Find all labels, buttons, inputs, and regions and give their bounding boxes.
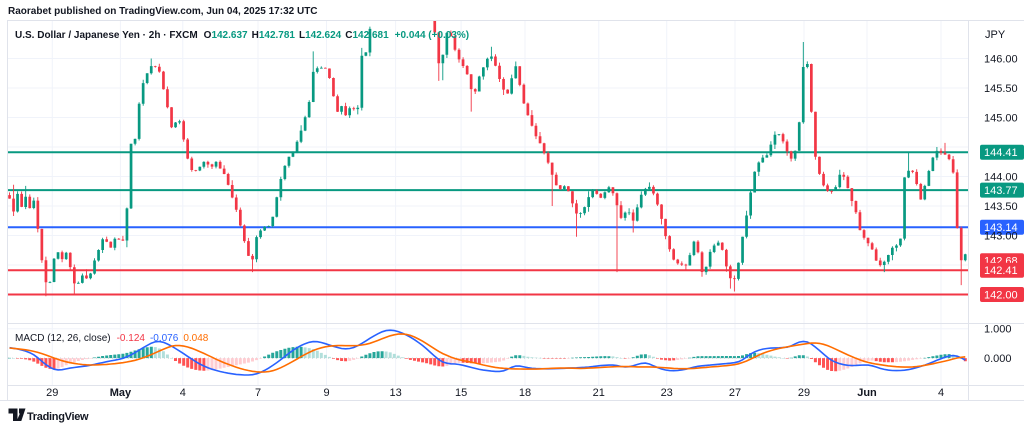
svg-text:15: 15 bbox=[455, 387, 467, 399]
svg-text:Raorabet published on TradingV: Raorabet published on TradingView.com, J… bbox=[8, 6, 318, 17]
svg-text:4: 4 bbox=[938, 387, 944, 399]
svg-text:142.41: 142.41 bbox=[984, 265, 1018, 277]
svg-text:0.000: 0.000 bbox=[984, 353, 1012, 365]
svg-text:143.14: 143.14 bbox=[984, 222, 1018, 234]
svg-text:143.50: 143.50 bbox=[984, 201, 1018, 213]
svg-text:29: 29 bbox=[798, 387, 810, 399]
svg-text:4: 4 bbox=[180, 387, 186, 399]
svg-text:Jun: Jun bbox=[857, 387, 877, 399]
svg-text:145.00: 145.00 bbox=[984, 112, 1018, 124]
svg-text:13: 13 bbox=[389, 387, 401, 399]
svg-text:7: 7 bbox=[255, 387, 261, 399]
svg-text:145.50: 145.50 bbox=[984, 83, 1018, 95]
svg-text:143.77: 143.77 bbox=[984, 185, 1018, 197]
svg-text:21: 21 bbox=[593, 387, 605, 399]
svg-text:May: May bbox=[110, 387, 132, 399]
svg-text:143.00: 143.00 bbox=[984, 230, 1018, 242]
svg-text:JPY: JPY bbox=[985, 29, 1006, 41]
svg-text:TradingView: TradingView bbox=[27, 411, 89, 423]
svg-text:9: 9 bbox=[323, 387, 329, 399]
svg-text:142.00: 142.00 bbox=[984, 289, 1018, 301]
svg-text:27: 27 bbox=[729, 387, 741, 399]
svg-text:144.41: 144.41 bbox=[984, 147, 1018, 159]
svg-text:23: 23 bbox=[661, 387, 673, 399]
svg-text:29: 29 bbox=[46, 387, 58, 399]
svg-text:144.00: 144.00 bbox=[984, 171, 1018, 183]
svg-text:18: 18 bbox=[519, 387, 531, 399]
svg-text:MACD (12, 26, close)-0.124-0.0: MACD (12, 26, close) -0.124 -0.076 0.048 bbox=[15, 333, 209, 344]
svg-text:146.00: 146.00 bbox=[984, 53, 1018, 65]
svg-text:U.S. Dollar / Japanese Yen · 2: U.S. Dollar / Japanese Yen · 2h · FXCM O1… bbox=[15, 30, 469, 41]
svg-text:1.000: 1.000 bbox=[984, 324, 1012, 336]
